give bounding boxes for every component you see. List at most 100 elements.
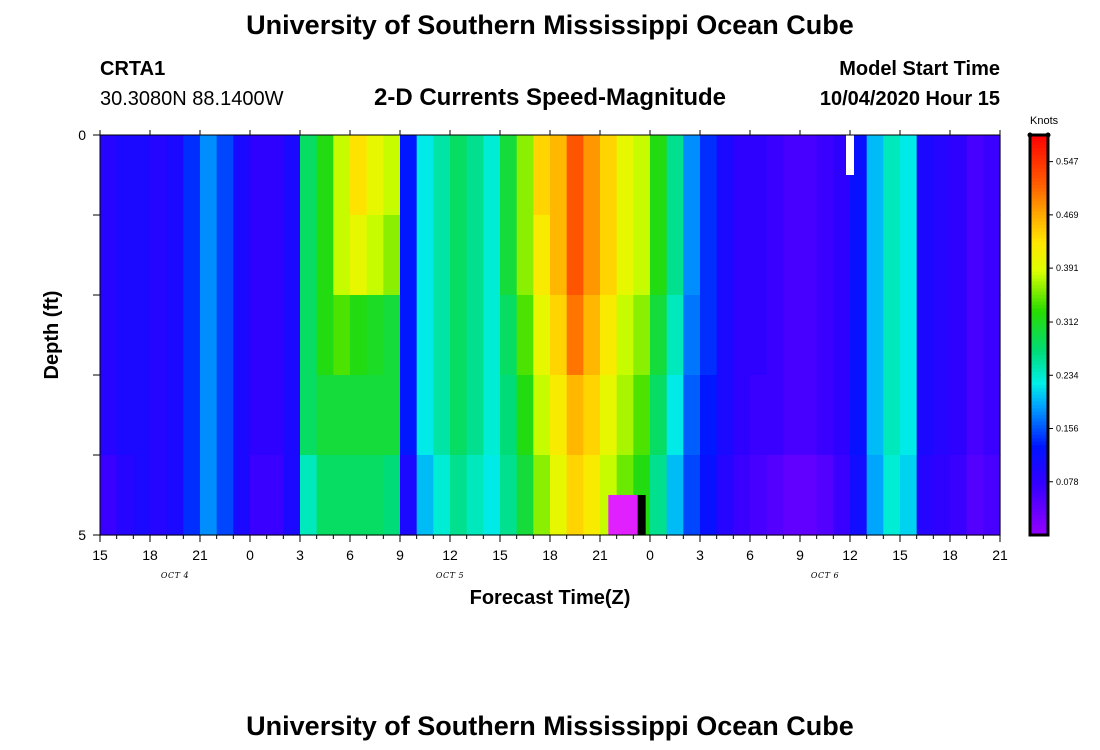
colorbar-tick-label: 0.469 — [1056, 210, 1079, 220]
heatmap-cell — [250, 375, 268, 456]
colorbar-segment — [1030, 488, 1048, 493]
heatmap-cell — [666, 135, 684, 216]
colorbar-segment — [1030, 461, 1048, 466]
heatmap-cell — [516, 375, 534, 456]
heatmap-plot-area — [100, 135, 1001, 536]
heatmap-cell — [883, 455, 901, 536]
heatmap-cell — [750, 135, 768, 216]
heatmap-cell — [333, 295, 351, 376]
heatmap-cell — [666, 295, 684, 376]
heatmap-cell — [383, 215, 401, 296]
colorbar-segment — [1030, 525, 1048, 529]
colorbar-segment — [1030, 388, 1048, 393]
heatmap-cell — [400, 375, 418, 456]
heatmap-cell — [383, 455, 401, 536]
heatmap-cell — [483, 295, 501, 376]
heatmap-cell — [716, 215, 734, 296]
figure-title-bottom: University of Southern Mississippi Ocean… — [246, 711, 854, 741]
heatmap-cell — [416, 295, 434, 376]
heatmap-cell — [983, 295, 1001, 376]
y-axis-ticks: 05 — [78, 127, 100, 543]
heatmap-cell — [666, 455, 684, 536]
model-start-label: Model Start Time — [839, 58, 1000, 80]
heatmap-cell — [633, 135, 651, 216]
colorbar-segment — [1030, 471, 1048, 476]
heatmap-cell — [800, 455, 818, 536]
colorbar-segment — [1030, 515, 1048, 519]
heatmap-cell — [250, 295, 268, 376]
colorbar-segment — [1030, 211, 1048, 216]
heatmap-cell — [150, 135, 168, 216]
colorbar-segment — [1030, 491, 1048, 496]
colorbar-segment — [1030, 301, 1048, 306]
heatmap-cell — [233, 375, 251, 456]
heatmap-cell — [966, 135, 984, 216]
heatmap-cell — [483, 215, 501, 296]
heatmap-cell — [166, 375, 184, 456]
heatmap-cell — [383, 375, 401, 456]
heatmap-cell — [300, 295, 318, 376]
colorbar-tick-label: 0.078 — [1056, 477, 1079, 487]
heatmap-cell — [350, 215, 368, 296]
heatmap-cell — [266, 455, 284, 536]
heatmap-cell — [950, 455, 968, 536]
heatmap-cell — [783, 295, 801, 376]
colorbar-segment — [1030, 288, 1048, 293]
heatmap-cell — [783, 215, 801, 296]
heatmap-cell — [450, 295, 468, 376]
heatmap-cell — [816, 455, 834, 536]
heatmap-cell — [833, 295, 851, 376]
heatmap-cell — [300, 375, 318, 456]
heatmap-cell — [683, 295, 701, 376]
colorbar-frame — [1028, 133, 1050, 537]
heatmap-cell — [183, 215, 201, 296]
colorbar-segment — [1030, 321, 1048, 326]
heatmap-cell — [266, 375, 284, 456]
heatmap-cell — [833, 455, 851, 536]
heatmap-cell — [283, 135, 301, 216]
colorbar-tick-label: 0.547 — [1056, 157, 1079, 167]
colorbar-segment — [1030, 271, 1048, 276]
heatmap-cell — [533, 215, 551, 296]
colorbar-segment — [1030, 411, 1048, 416]
heatmap-cell — [183, 135, 201, 216]
colorbar-segment — [1030, 455, 1048, 459]
heatmap-cell — [100, 215, 118, 296]
heatmap-cell — [133, 215, 151, 296]
colorbar-segment — [1030, 208, 1048, 213]
colorbar-segment — [1030, 181, 1048, 186]
x-tick-label: 0 — [246, 547, 254, 563]
heatmap-cell — [200, 135, 218, 216]
heatmap-cell — [466, 455, 484, 536]
colorbar-tick-label: 0.391 — [1056, 263, 1079, 273]
colorbar-segment — [1030, 185, 1048, 189]
heatmap-cell — [500, 215, 518, 296]
x-axis-label: Forecast Time(Z) — [470, 587, 631, 609]
colorbar-segment — [1030, 251, 1048, 256]
time-marker-bar — [637, 495, 646, 535]
heatmap-cell — [750, 455, 768, 536]
x-tick-label: 3 — [296, 547, 304, 563]
heatmap-cell — [416, 135, 434, 216]
heatmap-cell — [766, 135, 784, 216]
heatmap-cell — [666, 215, 684, 296]
colorbar-segment — [1030, 341, 1048, 346]
heatmap-cell — [883, 295, 901, 376]
heatmap-cell — [233, 295, 251, 376]
heatmap-cell — [566, 135, 584, 216]
heatmap-cell — [100, 455, 118, 536]
x-axis-ticks: 15 18 21 0 3 6 9 12 15 18 21 0 3 6 9 12 15 18 21 — [92, 130, 1008, 563]
heatmap-cell — [600, 295, 618, 376]
colorbar-units: Knots — [1030, 115, 1059, 127]
colorbar-segment — [1030, 521, 1048, 526]
heatmap-cell — [416, 455, 434, 536]
colorbar-segment — [1030, 328, 1048, 333]
colorbar-segment — [1030, 335, 1048, 339]
heatmap-cell — [883, 375, 901, 456]
heatmap-cell — [150, 295, 168, 376]
heatmap-cell — [733, 295, 751, 376]
colorbar-segment — [1030, 438, 1048, 443]
colorbar-segment — [1030, 528, 1048, 533]
colorbar-segment — [1030, 205, 1048, 209]
x-tick-label: 15 — [92, 547, 108, 563]
